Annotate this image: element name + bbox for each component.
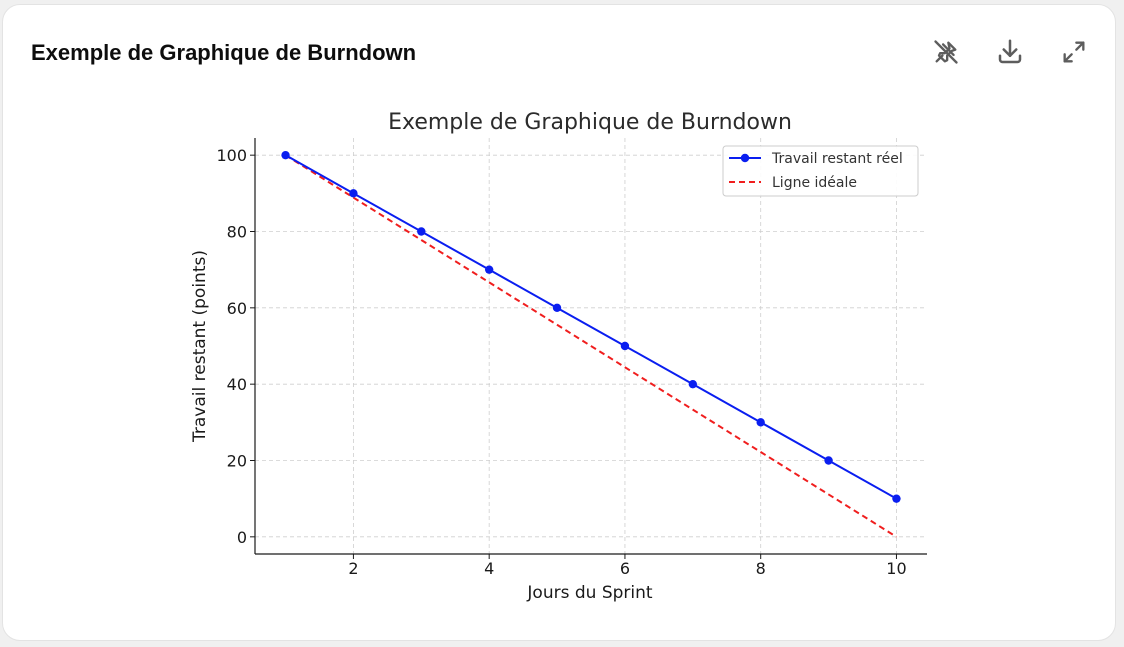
legend: Travail restant réel Ligne idéale — [722, 145, 919, 197]
actual-data-point — [892, 494, 901, 503]
ideal-line — [285, 154, 897, 538]
x-tick-label: 4 — [484, 559, 494, 578]
actual-line — [285, 154, 897, 500]
x-tick-label: 2 — [348, 559, 358, 578]
actual-data-point — [349, 189, 358, 198]
chart-card: Exemple de Graphique de Burndown — [2, 4, 1116, 641]
axes — [254, 138, 927, 555]
download-button[interactable] — [993, 35, 1027, 69]
chart-title: Exemple de Graphique de Burndown — [388, 110, 792, 135]
chart-toolbar — [929, 35, 1091, 69]
legend-label-ideal: Ligne idéale — [772, 175, 857, 191]
actual-data-point — [484, 265, 494, 274]
x-tick-label: 6 — [620, 559, 630, 578]
y-tick-label: 60 — [227, 299, 247, 318]
card-title: Exemple de Graphique de Burndown — [31, 40, 417, 65]
series — [281, 150, 901, 538]
y-tick-label: 0 — [237, 528, 247, 547]
actual-data-point — [417, 227, 426, 236]
unpin-icon — [934, 40, 958, 64]
x-axis-label: Jours du Sprint — [526, 583, 652, 603]
legend-box — [722, 145, 919, 197]
y-tick-label: 40 — [227, 375, 247, 394]
expand-button[interactable] — [1057, 35, 1091, 69]
card-header: Exemple de Graphique de Burndown — [3, 5, 1115, 101]
y-ticks: 0 20 40 60 80 100 — [216, 146, 255, 547]
actual-data-point — [756, 418, 765, 427]
actual-data-point — [688, 379, 698, 389]
y-axis-label: Travail restant (points) — [190, 250, 210, 443]
actual-data-point — [552, 303, 562, 313]
actual-data-point — [620, 341, 630, 351]
actual-data-point — [824, 456, 833, 465]
download-icon — [998, 39, 1022, 64]
y-tick-label: 100 — [216, 146, 247, 165]
x-tick-label: 8 — [756, 559, 766, 578]
actual-data-point — [281, 150, 290, 160]
legend-marker-actual — [740, 153, 750, 163]
x-tick-label: 10 — [886, 559, 906, 578]
grid-lines — [255, 138, 927, 554]
legend-label-actual: Travail restant réel — [771, 151, 903, 167]
x-ticks: 2 4 6 8 10 — [348, 554, 907, 578]
expand-icon — [1063, 41, 1085, 63]
y-tick-label: 80 — [227, 223, 247, 242]
y-tick-label: 20 — [227, 451, 247, 470]
unpin-button[interactable] — [929, 35, 963, 69]
